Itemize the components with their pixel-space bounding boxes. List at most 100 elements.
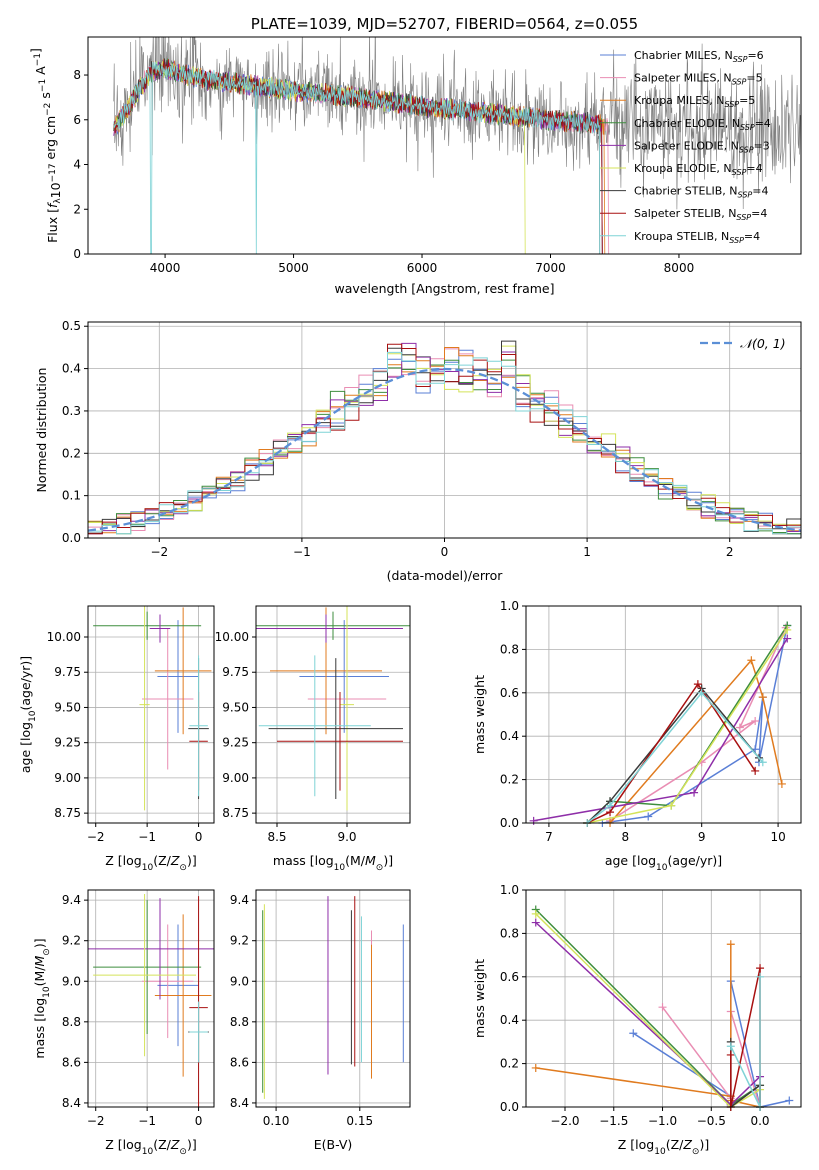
legend-entry-kroupa-miles: Kroupa MILES, NSSP=5 (634, 94, 755, 109)
y-tick-label: 0.6 (500, 686, 519, 700)
legend-entry-kroupa-elodie: Kroupa ELODIE, NSSP=4 (634, 162, 763, 177)
weight-marker-salpeter-elodie (529, 816, 538, 825)
errorbar-kroupa-miles (154, 607, 212, 735)
x-tick-label: −2 (87, 830, 105, 844)
y-tick-label: 9.75 (222, 665, 249, 679)
weight-marker-kroupa-stelib (756, 972, 765, 981)
errorbar-kroupa-stelib (189, 1001, 208, 1063)
spectrum-data-line (113, 37, 801, 210)
weight-marker-salpeter-elodie (783, 634, 792, 643)
errorbar-chabrier-stelib (268, 658, 403, 800)
y-tick-label: 8.75 (222, 806, 249, 820)
weight-line-chabrier-miles (602, 625, 788, 824)
x-tick-label: 8.5 (267, 830, 286, 844)
y-tick-label: 0.5 (62, 319, 81, 333)
errorbar-kroupa-stelib (189, 655, 208, 797)
y-tick-label: 9.50 (222, 700, 249, 714)
y-tick-label: 8.4 (230, 1096, 249, 1110)
weight-marker-salpeter-stelib (726, 1050, 735, 1059)
y-tick-label: 0.2 (500, 773, 519, 787)
x-tick-label: −1 (293, 545, 311, 559)
x-tick-label: 4000 (150, 261, 181, 275)
weight-line-kroupa-stelib (586, 691, 764, 824)
spectrum-title: PLATE=1039, MJD=52707, FIBERID=0564, z=0… (251, 15, 638, 33)
y-tick-label: 1.0 (500, 599, 519, 613)
y-tick-label: 9.75 (54, 665, 81, 679)
x-tick-label: −1 (138, 830, 156, 844)
errorbar-salpeter-elodie (88, 898, 214, 1000)
axes-frame (255, 889, 411, 1108)
errorbar-salpeter-elodie (149, 614, 171, 643)
weight-vs-age-panel: 7 8 9 10 0.0 0.2 0.4 0.6 0.8 1.0 age [log10(age/yr… (472, 599, 802, 873)
y-axis-label: mass [log10(M/M⊙)] (32, 938, 52, 1058)
y-tick-label: 9.4 (230, 893, 249, 907)
x-tick-label: 5000 (278, 261, 309, 275)
y-tick-label: 9.50 (54, 700, 81, 714)
age-vs-z-plot-area (93, 606, 212, 811)
weight-marker-salpeter-elodie (690, 788, 699, 797)
y-tick-label: 0.4 (500, 729, 519, 743)
axes-frame (87, 889, 215, 1108)
x-tick-label: 1 (583, 545, 591, 559)
errorbar-kroupa-elodie (340, 606, 354, 811)
weight-line-chabrier-elodie (535, 908, 761, 1107)
y-tick-label: 0.8 (500, 642, 519, 656)
legend-entry-chabrier-stelib: Chabrier STELIB, NSSP=4 (634, 185, 768, 200)
y-tick-label: 0.4 (500, 1013, 519, 1027)
weight-marker-kroupa-elodie (531, 909, 540, 918)
mass-vs-z-plot-area (88, 894, 214, 1107)
x-tick-label: 6000 (407, 261, 438, 275)
legend-entry-salpeter-stelib: Salpeter STELIB, NSSP=4 (634, 207, 767, 222)
y-tick-label: 8.8 (230, 1015, 249, 1029)
spectrum-model-salpeter-stelib (113, 59, 603, 254)
y-tick-label: 9.0 (62, 974, 81, 988)
axes-frame (87, 321, 802, 539)
axes-frame (255, 605, 411, 824)
spectrum-panel: 4000 5000 6000 7000 8000 0 2 4 6 8 PLATE=1039, MJD… (28, 15, 802, 296)
x-tick-label: 7000 (535, 261, 566, 275)
weight-marker-kroupa-elodie (783, 625, 792, 634)
legend-entry-chabrier-elodie: Chabrier ELODIE, NSSP=4 (634, 117, 771, 132)
age-vs-mass-panel: 8.5 9.0 8.75 9.00 9.25 9.50 9.75 10.00 mass [log… (215, 605, 411, 873)
errorbar-kroupa-stelib (258, 655, 371, 797)
y-tick-label: 9.25 (222, 736, 249, 750)
legend-entry-normal: 𝒩(0, 1) (740, 336, 786, 351)
x-tick-label: −2.0 (550, 1114, 579, 1128)
x-tick-label: −2 (87, 1114, 105, 1128)
x-tick-label: 9 (698, 830, 706, 844)
weight-marker-salpeter-miles (735, 723, 744, 732)
x-tick-label: 10 (770, 830, 785, 844)
y-tick-label: 6 (73, 113, 81, 127)
y-tick-label: 9.2 (62, 934, 81, 948)
x-tick-label: −1 (138, 1114, 156, 1128)
mass-vs-ebv-panel: 0.10 0.15 8.4 8.6 8.8 9.0 9.2 9.4 E(B-V) (230, 889, 411, 1152)
weight-vs-z-panel: −2.0 −1.5 −1.0 −0.5 0.0 0.0 0.2 0.4 0.6 0.8 1.0 Z [… (472, 883, 802, 1157)
histogram-kroupa-stelib (88, 351, 801, 535)
axes-frame (525, 605, 802, 824)
spectrum-plot-area (113, 37, 801, 254)
y-tick-label: 0.8 (500, 926, 519, 940)
y-tick-label: 0.2 (500, 1057, 519, 1071)
normal-curve (88, 367, 801, 532)
y-tick-label: 0.2 (62, 446, 81, 460)
y-tick-label: 9.4 (62, 893, 81, 907)
y-axis-label: mass weight (472, 959, 487, 1038)
y-tick-label: 9.2 (230, 934, 249, 948)
weight-line-salpeter-stelib (586, 682, 756, 824)
residuals-plot-area (88, 340, 801, 535)
y-axis-label: Normed distribution (34, 368, 49, 493)
y-tick-label: 0.0 (62, 531, 81, 545)
weight-marker-kroupa-miles (747, 656, 756, 665)
x-axis-label: Z [log10(Z/Z⊙)] (105, 853, 196, 873)
age-vs-mass-plot-area (256, 606, 410, 811)
axes-frame (525, 889, 802, 1108)
y-axis-label: age [log10(age/yr)] (18, 656, 38, 773)
weight-marker-salpeter-stelib (756, 964, 765, 973)
errorbar-kroupa-elodie (139, 606, 150, 811)
mass-vs-z-panel: −2 −1 0 8.4 8.6 8.8 9.0 9.2 9.4 Z [log10(Z/Z⊙)] ma… (32, 889, 215, 1157)
x-axis-label: mass [log10(M/M⊙)] (273, 853, 393, 873)
residuals-panel: −2 −1 0 1 2 0.0 0.1 0.2 0.3 0.4 0.5 𝒩(0, 1) (data-mo… (34, 319, 802, 583)
errorbar-salpeter-elodie (256, 614, 403, 643)
weight-vs-age-plot-area (529, 621, 792, 827)
